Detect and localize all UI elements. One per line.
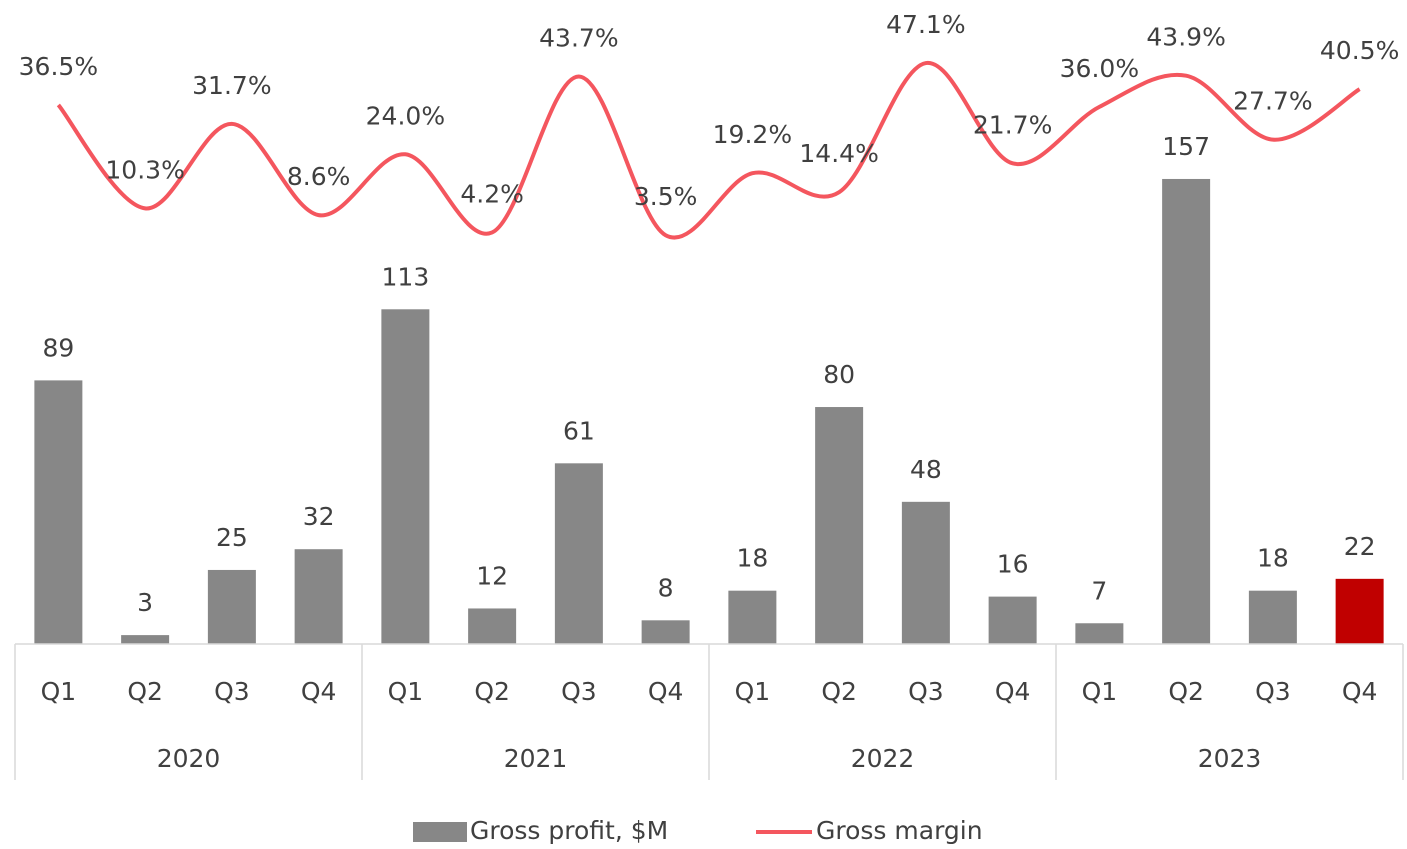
bar (1162, 178, 1211, 644)
bar-value-label: 48 (910, 455, 942, 484)
bar-value-label: 12 (476, 561, 508, 590)
x-tick-label: Q3 (908, 677, 944, 706)
x-tick-label: Q4 (995, 677, 1031, 706)
x-tick-label: Q3 (561, 677, 597, 706)
line-value-label: 21.7% (973, 110, 1052, 139)
x-tick-label: Q2 (474, 677, 510, 706)
line-value-label: 47.1% (886, 10, 965, 39)
bar-value-label: 22 (1344, 532, 1376, 561)
bar (34, 380, 83, 644)
x-tick-label: Q3 (1255, 677, 1291, 706)
bar (121, 635, 170, 644)
bar-value-label: 25 (216, 523, 248, 552)
line-value-label: 36.0% (1060, 54, 1139, 83)
x-tick-label: Q2 (1168, 677, 1204, 706)
year-label: 2022 (851, 744, 915, 773)
legend-label: Gross profit, $M (470, 816, 668, 845)
margin-line (56, 61, 1361, 240)
legend-swatch (413, 822, 467, 842)
bar (901, 501, 950, 644)
line-value-label: 24.0% (366, 101, 445, 130)
line-value-label: 27.7% (1233, 87, 1312, 116)
bar (815, 407, 864, 644)
bar-value-label: 8 (658, 573, 674, 602)
line-value-label: 36.5% (19, 52, 98, 81)
bar-value-label: 113 (382, 262, 430, 291)
bar-value-label: 157 (1162, 132, 1210, 161)
x-tick-label: Q1 (735, 677, 771, 706)
x-tick-label: Q2 (821, 677, 857, 706)
x-tick-label: Q1 (1082, 677, 1118, 706)
x-tick-label: Q3 (214, 677, 250, 706)
bar-value-label: 32 (303, 502, 335, 531)
bar (988, 596, 1037, 644)
line-value-label: 4.2% (460, 179, 524, 208)
bar (381, 309, 430, 644)
legend-label: Gross margin (816, 816, 983, 845)
bar-value-label: 61 (563, 416, 595, 445)
x-tick-label: Q4 (301, 677, 337, 706)
x-tick-label: Q1 (388, 677, 424, 706)
bar (1248, 590, 1297, 644)
bar (1335, 578, 1384, 644)
line-value-label: 31.7% (192, 71, 271, 100)
bar (641, 620, 690, 644)
year-label: 2020 (157, 744, 221, 773)
bar (468, 608, 517, 644)
bar-value-label: 18 (1257, 544, 1289, 573)
x-tick-label: Q4 (1342, 677, 1378, 706)
line-value-label: 19.2% (713, 120, 792, 149)
bar-value-label: 80 (823, 360, 855, 389)
x-tick-label: Q2 (127, 677, 163, 706)
bar (728, 590, 777, 644)
bar (1075, 623, 1124, 644)
bar (207, 569, 256, 644)
bar-value-label: 7 (1091, 576, 1107, 605)
line-value-label: 8.6% (287, 162, 351, 191)
bar (554, 463, 603, 644)
year-label: 2023 (1198, 744, 1262, 773)
x-tick-label: Q4 (648, 677, 684, 706)
line-value-label: 3.5% (634, 182, 698, 211)
bar-value-label: 16 (997, 550, 1029, 579)
line-value-label: 40.5% (1320, 36, 1399, 65)
line-value-label: 43.7% (539, 23, 618, 52)
line-value-label: 10.3% (105, 155, 184, 184)
bar-value-label: 18 (736, 544, 768, 573)
bar (294, 549, 343, 644)
line-value-label: 14.4% (799, 139, 878, 168)
bar-value-label: 3 (137, 588, 153, 617)
year-label: 2021 (504, 744, 568, 773)
x-tick-label: Q1 (41, 677, 77, 706)
bar-value-label: 89 (42, 333, 74, 362)
line-value-label: 43.9% (1146, 23, 1225, 52)
